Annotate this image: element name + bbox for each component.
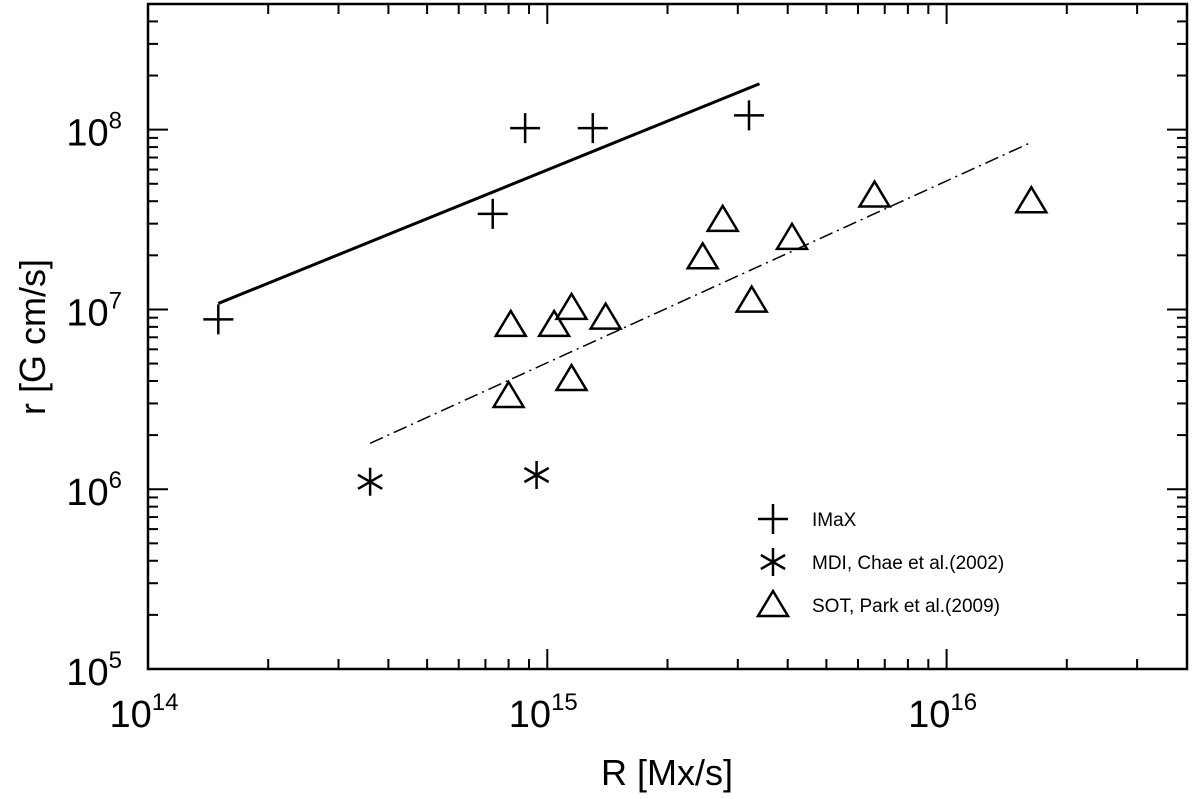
imax-point [203,304,234,335]
imax-point [510,113,541,144]
sot-point [685,240,720,270]
mdi-point [357,467,383,496]
legend-asterisk-icon [760,548,786,576]
imax-point [477,198,508,229]
axis-ticks [147,3,1188,670]
sot-point [554,291,589,321]
sot-point [493,308,528,338]
imax-fit-line [217,82,761,305]
y-tick-labels: 105 106 107 108 [66,108,122,694]
sot-point [1014,184,1049,214]
sot-point [491,379,526,409]
x-tick-label: 1016 [908,689,977,736]
fit-lines [217,82,1032,445]
legend-label: IMaX [812,510,857,531]
sot-point [588,301,623,330]
x-axis-title: R [Mx/s] [601,752,733,793]
sot-point [774,221,810,251]
sot-point [857,179,892,208]
legend-triangle-icon [755,588,791,618]
imax-point [577,113,608,144]
legend-label: MDI, Chae et al.(2002) [812,553,1004,574]
y-axis-title: r [G cm/s] [12,259,53,415]
sot-point [705,203,740,233]
sot-point [554,362,589,392]
legend: IMaX MDI, Chae et al.(2002) SOT, Park et a… [755,504,1004,618]
x-tick-label: 1014 [110,689,179,736]
legend-plus-icon [758,504,788,534]
y-tick-label: 108 [66,108,122,155]
plot-frame [146,2,1189,671]
x-tick-labels: 1014 1015 1016 [110,689,978,736]
data-points [203,100,1049,496]
sot-fit-line [369,141,1032,445]
imax-point [734,100,765,131]
y-tick-label: 107 [66,287,122,334]
sot-point [734,284,769,313]
y-tick-label: 105 [66,647,122,694]
sot-point [536,308,572,338]
y-tick-label: 106 [66,467,122,514]
mdi-point [523,460,550,489]
x-tick-label: 1015 [509,689,578,736]
legend-label: SOT, Park et al.(2009) [812,596,1000,617]
